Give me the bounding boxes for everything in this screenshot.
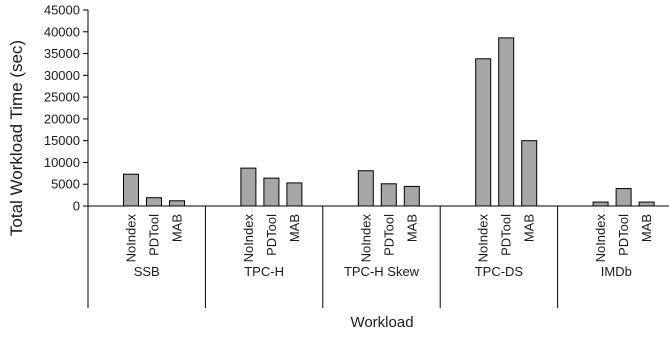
x-axis-label: Workload: [350, 314, 413, 331]
bar: [286, 182, 303, 207]
y-tick-label: 40000: [44, 24, 80, 39]
bar: [240, 167, 257, 207]
category-label: PDTool: [616, 214, 631, 256]
bar: [475, 58, 492, 207]
y-tick-label: 15000: [44, 133, 80, 148]
category-label: PDTool: [264, 214, 279, 256]
bar: [403, 185, 420, 207]
y-tick-label: 35000: [44, 46, 80, 61]
bar: [521, 140, 538, 207]
bar: [123, 173, 139, 207]
plot-area: 0 5000 10000 15000 20000 25000 30000 35000 40000…: [44, 3, 669, 308]
y-tick-label: 45000: [44, 3, 80, 18]
group-label: TPC-H: [244, 264, 284, 279]
category-label: NoIndex: [476, 214, 491, 263]
y-tick-label: 10000: [44, 155, 80, 170]
category-label: MAB: [170, 214, 185, 242]
bar: [146, 197, 162, 207]
bar: [357, 170, 374, 207]
group-label: SSB: [134, 264, 160, 279]
y-tick-label: 30000: [44, 68, 80, 83]
category-label: MAB: [287, 214, 302, 242]
bar: [638, 201, 655, 207]
bar: [592, 201, 609, 207]
group-label: TPC-DS: [475, 264, 524, 279]
bar: [498, 37, 515, 207]
bar: [169, 200, 185, 207]
y-tick-label: 0: [73, 199, 80, 214]
bar: [615, 188, 632, 207]
group-label: IMDb: [601, 264, 632, 279]
category-label: MAB: [404, 214, 419, 242]
y-tick-label: 5000: [51, 177, 80, 192]
category-label: MAB: [522, 214, 537, 242]
category-label: NoIndex: [593, 214, 608, 263]
y-tick-label: 25000: [44, 90, 80, 105]
bar: [263, 177, 280, 207]
category-label: NoIndex: [358, 214, 373, 263]
group-label: TPC-H Skew: [344, 264, 420, 279]
category-label: PDTool: [147, 214, 162, 256]
y-axis-label: Total Workload Time (sec): [7, 40, 26, 236]
category-label: PDTool: [381, 214, 396, 256]
category-label: PDTool: [499, 214, 514, 256]
category-label: NoIndex: [241, 214, 256, 263]
bar: [380, 183, 397, 207]
category-label: NoIndex: [124, 214, 139, 263]
y-tick-label: 20000: [44, 111, 80, 126]
category-label: MAB: [639, 214, 654, 242]
